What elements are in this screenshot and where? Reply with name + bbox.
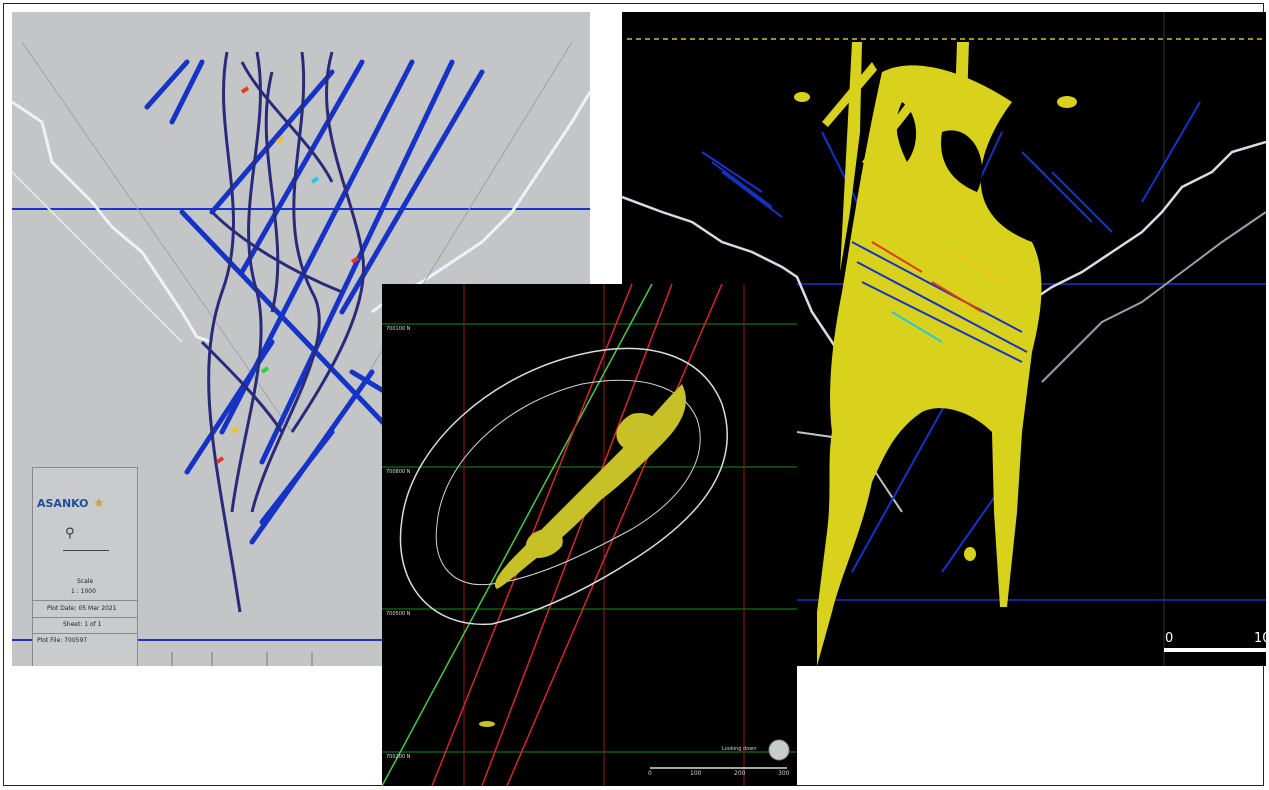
plan-view: 700100 N 700800 N 700500 N 700200 N Look…	[382, 284, 797, 786]
plan-scale-tick-300: 300	[778, 770, 790, 777]
scale-bar	[63, 550, 109, 551]
plot-file: Plot File: 700597	[37, 637, 88, 644]
paper-section-drawing	[12, 41, 590, 666]
view-direction-label: Looking down	[722, 746, 757, 752]
plan-scale-tick-100: 100	[690, 770, 702, 777]
orebody-wireframes	[200, 51, 365, 613]
pit-outline-inner	[12, 171, 183, 343]
pit-outline-left	[12, 100, 213, 344]
sheet-number: Sheet: 1 of 1	[63, 621, 102, 628]
scale-tick-10: 10	[1254, 631, 1266, 646]
northing-label-4: 700200 N	[386, 754, 411, 760]
northing-label-2: 700800 N	[386, 469, 411, 475]
pit-outline-outer	[399, 347, 728, 626]
easting-gridlines	[463, 284, 745, 786]
north-arrow-icon: ⚲	[65, 526, 75, 541]
northing-label-1: 700100 N	[386, 326, 411, 332]
pit-outline-inner	[435, 379, 701, 586]
plot-date: Plot Date: 05 Mar 2021	[47, 605, 117, 612]
scale-value: 1 : 1000	[71, 588, 96, 595]
northing-gridlines	[382, 323, 797, 753]
plan-scale-tick-0: 0	[648, 770, 652, 777]
orebody-solids	[794, 42, 1077, 666]
compass-icon	[768, 739, 790, 761]
company-logo: ASANKO ★	[37, 496, 105, 511]
plan-view-drawing	[382, 284, 797, 786]
drawing-title-block: ASANKO ★ ⚲ Scale 1 : 1000 Plot Date: 05 …	[32, 467, 138, 666]
scale-label: Scale	[77, 578, 94, 585]
plan-scale-tick-200: 200	[734, 770, 746, 777]
assay-intercepts	[215, 86, 360, 464]
scale-tick-0: 0	[1165, 631, 1174, 646]
orebody-plan-slice	[479, 384, 686, 727]
assay-intercepts	[851, 241, 1028, 363]
northing-label-3: 700500 N	[386, 611, 411, 617]
orebody-3d-drawing	[622, 12, 1266, 666]
